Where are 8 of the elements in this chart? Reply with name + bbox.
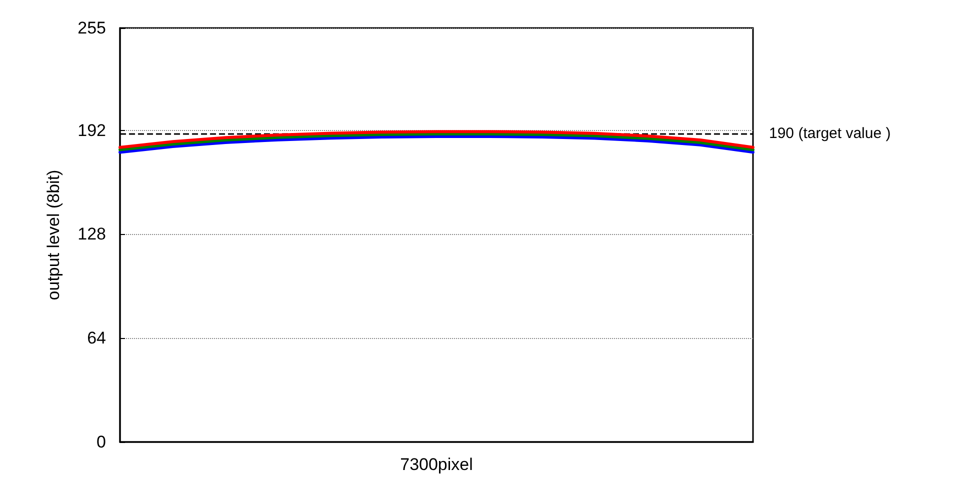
y-tick-label: 128 (78, 224, 106, 244)
x-axis-title: 7300pixel (400, 455, 473, 474)
y-tick-label: 64 (87, 328, 106, 348)
y-tick-label: 255 (78, 18, 106, 38)
y-tick-label: 192 (78, 120, 106, 140)
ref-line-label: 190 (target value ) (769, 125, 891, 142)
y-tick-label: 0 (96, 432, 106, 452)
y-axis-title: output level (8bit) (44, 170, 63, 300)
